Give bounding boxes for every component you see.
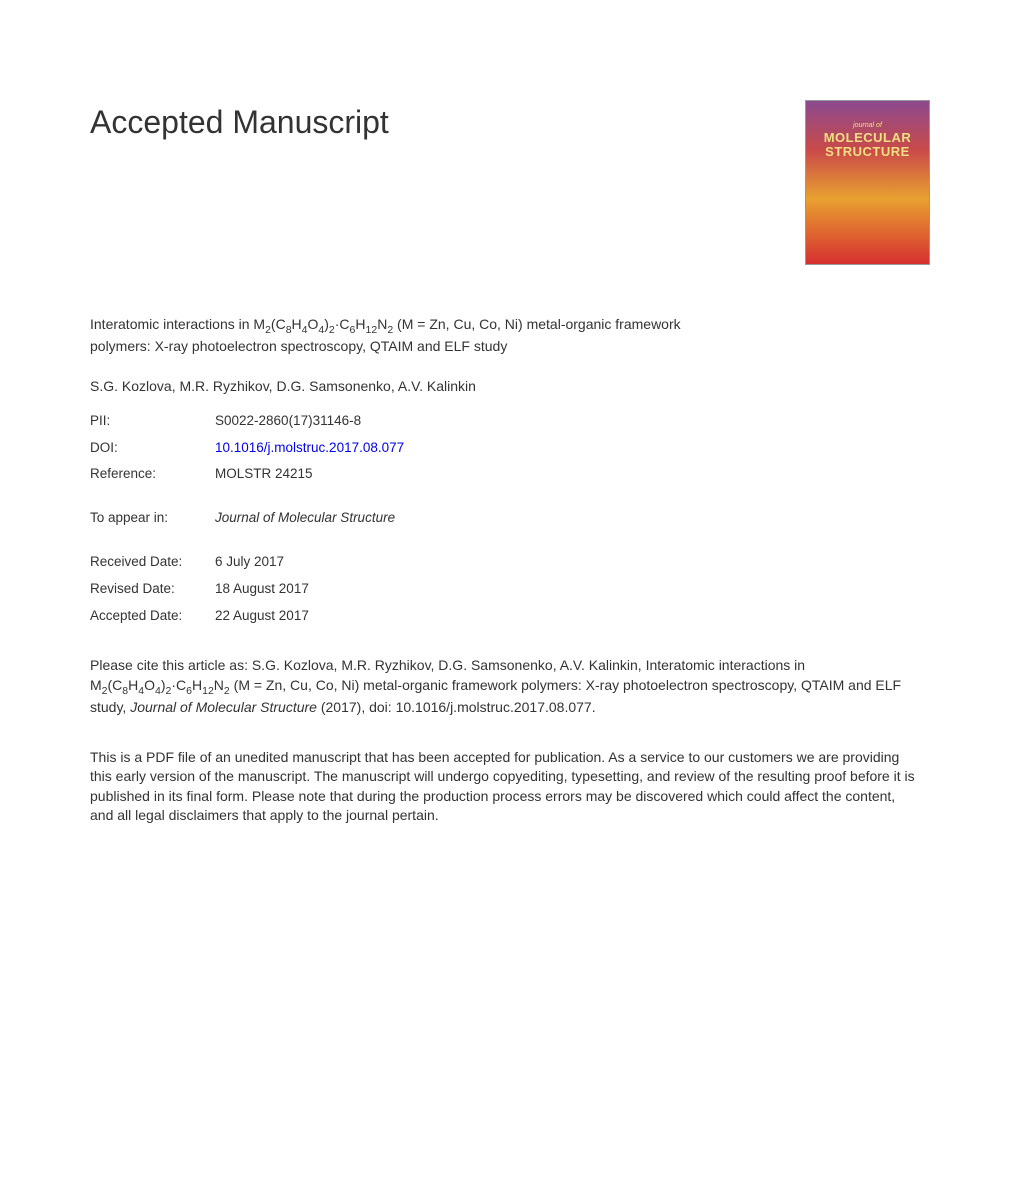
reference-label: Reference: <box>90 465 215 484</box>
received-value: 6 July 2017 <box>215 553 930 572</box>
reference-value: MOLSTR 24215 <box>215 465 930 484</box>
pii-row: PII: S0022-2860(17)31146-8 <box>90 412 930 431</box>
appear-value: Journal of Molecular Structure <box>215 509 930 528</box>
page-heading: Accepted Manuscript <box>90 100 389 145</box>
received-row: Received Date: 6 July 2017 <box>90 553 930 572</box>
reference-row: Reference: MOLSTR 24215 <box>90 465 930 484</box>
citation-text: Please cite this article as: S.G. Kozlov… <box>90 656 920 718</box>
revised-value: 18 August 2017 <box>215 580 930 599</box>
dates-table: Received Date: 6 July 2017 Revised Date:… <box>90 553 930 626</box>
received-label: Received Date: <box>90 553 215 572</box>
doi-label: DOI: <box>90 439 215 458</box>
accepted-value: 22 August 2017 <box>215 607 930 626</box>
revised-label: Revised Date: <box>90 580 215 599</box>
pii-label: PII: <box>90 412 215 431</box>
revised-row: Revised Date: 18 August 2017 <box>90 580 930 599</box>
doi-row: DOI: 10.1016/j.molstruc.2017.08.077 <box>90 439 930 458</box>
pii-value: S0022-2860(17)31146-8 <box>215 412 930 431</box>
metadata-table: PII: S0022-2860(17)31146-8 DOI: 10.1016/… <box>90 412 930 485</box>
journal-cover-image: journal of MOLECULAR STRUCTURE <box>805 100 930 265</box>
appear-row: To appear in: Journal of Molecular Struc… <box>90 509 930 528</box>
doi-link[interactable]: 10.1016/j.molstruc.2017.08.077 <box>215 439 930 458</box>
appear-table: To appear in: Journal of Molecular Struc… <box>90 509 930 528</box>
disclaimer-text: This is a PDF file of an unedited manusc… <box>90 748 920 826</box>
appear-label: To appear in: <box>90 509 215 528</box>
accepted-label: Accepted Date: <box>90 607 215 626</box>
cover-title: MOLECULAR STRUCTURE <box>806 131 929 160</box>
authors-list: S.G. Kozlova, M.R. Ryzhikov, D.G. Samson… <box>90 377 930 397</box>
accepted-row: Accepted Date: 22 August 2017 <box>90 607 930 626</box>
article-title: Interatomic interactions in M2(C8H4O4)2·… <box>90 315 730 357</box>
